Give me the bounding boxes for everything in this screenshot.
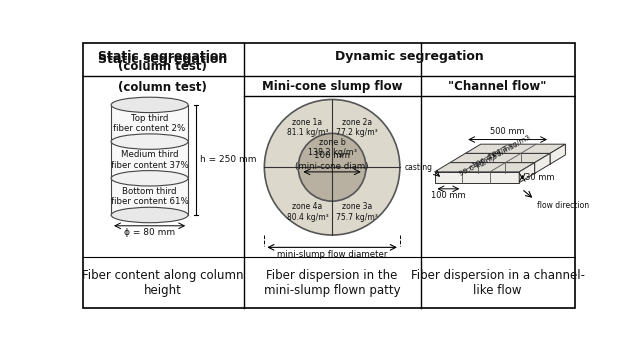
Text: (column test): (column test) <box>118 81 207 94</box>
Ellipse shape <box>299 133 366 201</box>
Text: Medium third
fiber content 37%: Medium third fiber content 37% <box>110 150 189 170</box>
Text: Static segregation: Static segregation <box>98 53 227 66</box>
Bar <box>111 105 188 215</box>
Text: 30 mm: 30 mm <box>525 173 554 182</box>
Text: zone 4a
80.4 kg/m³: zone 4a 80.4 kg/m³ <box>286 202 328 222</box>
Text: Fiber dispersion in the
mini-slump flown patty: Fiber dispersion in the mini-slump flown… <box>264 269 401 297</box>
Text: 100 mm: 100 mm <box>431 191 465 200</box>
Ellipse shape <box>265 100 400 235</box>
Text: 104.3 kg/m3: 104.3 kg/m3 <box>487 134 531 160</box>
Text: Static segregation: Static segregation <box>98 49 227 63</box>
Text: h = 250 mm: h = 250 mm <box>200 156 256 165</box>
Text: "Channel flow": "Channel flow" <box>449 80 547 93</box>
Text: 99.6 kg/m3: 99.6 kg/m3 <box>458 154 498 177</box>
Text: zone 3a
75.7 kg/m³: zone 3a 75.7 kg/m³ <box>336 202 377 222</box>
Text: zone b
138.2 kg/m³: zone b 138.2 kg/m³ <box>308 137 356 157</box>
Text: zone 1a
81.1 kg/m³: zone 1a 81.1 kg/m³ <box>287 118 328 137</box>
Text: 500 mm: 500 mm <box>490 127 525 136</box>
Polygon shape <box>519 163 535 183</box>
Polygon shape <box>535 153 550 173</box>
Polygon shape <box>550 144 566 164</box>
Text: Bottom third
fiber content 61%: Bottom third fiber content 61% <box>110 187 189 206</box>
Text: Top third
fiber content 2%: Top third fiber content 2% <box>114 113 186 133</box>
Text: flow direction: flow direction <box>537 201 589 210</box>
Text: Fiber dispersion in a channel-
like flow: Fiber dispersion in a channel- like flow <box>411 269 585 297</box>
Text: Dynamic segregation: Dynamic segregation <box>334 49 483 63</box>
Polygon shape <box>435 163 535 172</box>
Polygon shape <box>465 144 566 153</box>
Polygon shape <box>465 153 550 164</box>
Text: 106.4 kg/m3: 106.4 kg/m3 <box>472 144 516 169</box>
Ellipse shape <box>111 97 188 113</box>
Text: ϕ = 80 mm: ϕ = 80 mm <box>124 228 175 237</box>
Polygon shape <box>450 163 535 173</box>
Polygon shape <box>450 153 550 163</box>
Text: casting: casting <box>404 163 432 172</box>
Text: mini-slump flow diameter: mini-slump flow diameter <box>277 251 387 259</box>
Text: Fiber content along column
height: Fiber content along column height <box>82 269 243 297</box>
Ellipse shape <box>111 207 188 223</box>
Polygon shape <box>435 172 519 183</box>
Text: 100 mm
(mini-cone diam): 100 mm (mini-cone diam) <box>295 151 369 171</box>
Text: zone 2a
77.2 kg/m³: zone 2a 77.2 kg/m³ <box>336 118 377 137</box>
Ellipse shape <box>111 134 188 149</box>
Text: Mini-cone slump flow: Mini-cone slump flow <box>262 80 403 93</box>
Text: (column test): (column test) <box>118 60 207 72</box>
Ellipse shape <box>111 171 188 186</box>
